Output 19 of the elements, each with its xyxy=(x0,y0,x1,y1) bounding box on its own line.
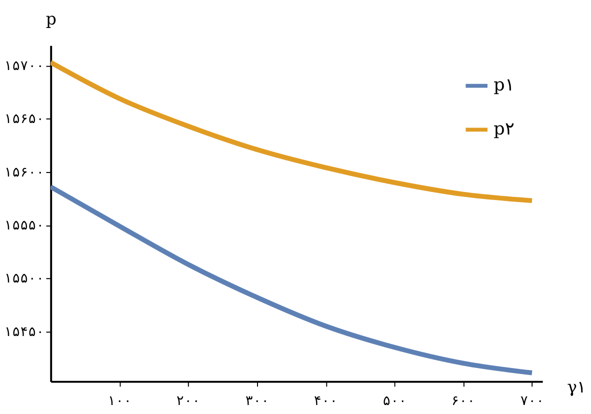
y-tick-label: ۱۵۴۵۰ xyxy=(4,324,44,340)
x-tick-label: ۷۰۰ xyxy=(520,393,544,410)
x-tick-label: ۱۰۰ xyxy=(108,393,132,410)
legend-label: p۱ xyxy=(494,76,515,96)
y-axis-title: p xyxy=(46,9,56,28)
line-series xyxy=(50,60,534,204)
x-tick-label: ۶۰۰ xyxy=(452,393,476,410)
legend-label: p۲ xyxy=(494,120,515,140)
y-tick-label: ۱۵۶۰۰ xyxy=(4,164,44,180)
x-axis-title: γ۱ xyxy=(567,378,586,397)
line-series xyxy=(50,184,534,376)
y-tick-label: ۱۵۷۰۰ xyxy=(4,58,44,74)
y-tick-label: ۱۵۶۵۰ xyxy=(4,111,44,128)
x-tick-label: ۴۰۰ xyxy=(314,393,338,410)
y-tick-label: ۱۵۵۵۰ xyxy=(4,217,44,234)
x-tick-label: ۵۰۰ xyxy=(382,393,407,410)
y-tick-label: ۱۵۵۰۰ xyxy=(4,270,44,287)
x-tick-label: ۳۰۰ xyxy=(245,393,270,410)
x-tick-label: ۲۰۰ xyxy=(176,393,201,410)
